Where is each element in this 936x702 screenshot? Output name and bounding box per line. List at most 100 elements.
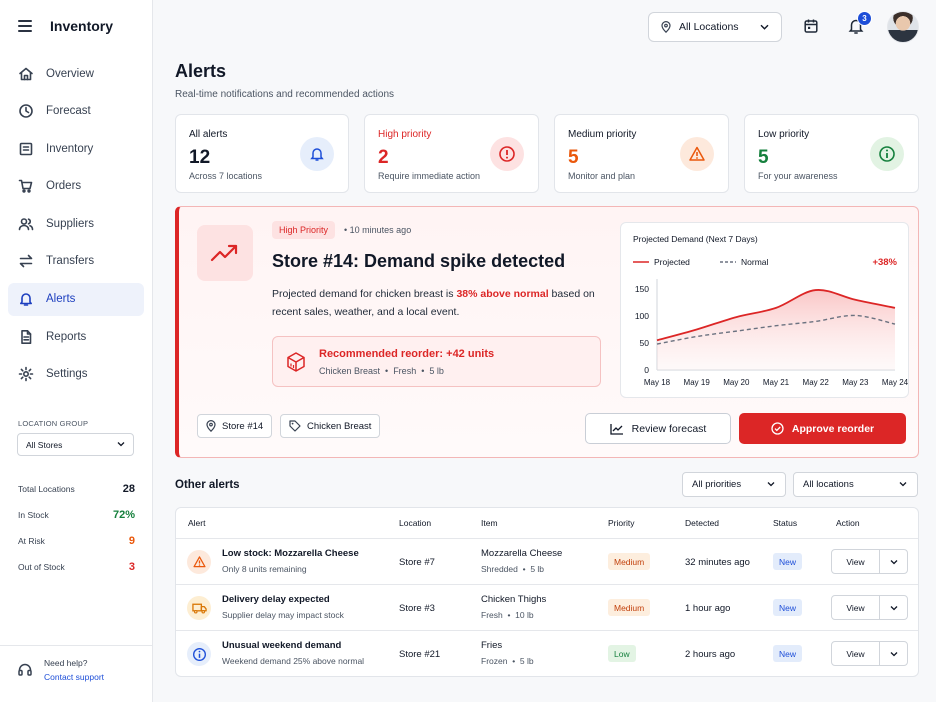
review-forecast-button[interactable]: Review forecast [585,413,731,444]
chevron-down-icon [117,442,125,447]
avatar[interactable] [887,11,919,43]
view-button[interactable]: View [832,550,880,573]
series-area-projected [657,289,895,370]
trending-up-icon [197,225,253,281]
demand-chart-svg: Projected Demand (Next 7 Days) Projected N… [633,234,909,387]
status-badge: New [773,553,803,570]
table-header: Alert Location Item Priority Detected St… [176,508,918,539]
reorder-size: 5 lb [429,366,444,376]
help-title: Need help? [44,658,88,668]
location-stats: Total Locations 28 In Stock 72% At Risk … [18,476,135,580]
column-header: Status [773,518,798,528]
x-tick-label: May 19 [684,378,711,387]
line-chart-icon [609,423,623,435]
card-count: 5 [758,147,769,168]
reorder-product: Chicken Breast [319,366,381,376]
sidebar-item-transfers[interactable]: Transfers [8,245,144,278]
more-actions-button[interactable] [880,596,908,619]
more-actions-button[interactable] [880,550,908,573]
hamburger-menu-icon[interactable] [18,20,32,32]
sidebar-item-overview[interactable]: Overview [8,57,144,90]
filter-value: All priorities [692,479,742,490]
sidebar-item-suppliers[interactable]: Suppliers [8,207,144,240]
card-label: High priority [378,129,432,140]
contact-support-link[interactable]: Contact support [44,672,105,682]
item-name: Mozzarella Cheese [481,548,563,559]
location-group-select[interactable]: All Stores [17,433,134,456]
table-row[interactable]: Delivery delay expected Supplier delay m… [176,585,918,631]
chevron-down-icon [890,651,898,656]
alert-location: Store #3 [399,603,435,614]
tag-store[interactable]: Store #14 [197,414,273,438]
location-select[interactable]: All Locations [648,12,782,42]
clock-icon [18,103,34,119]
sidebar-item-reports[interactable]: Reports [8,320,144,353]
more-actions-button[interactable] [880,642,908,665]
sidebar-item-label: Orders [46,180,82,193]
home-icon [18,66,34,82]
sidebar-item-orders[interactable]: Orders [8,170,144,203]
calendar-icon[interactable] [803,18,819,34]
view-button[interactable]: View [832,642,880,665]
sidebar-item-label: Forecast [46,105,91,118]
column-header: Priority [608,518,635,528]
summary-card-medium[interactable]: Medium priority 5 Monitor and plan [554,114,729,193]
priority-filter[interactable]: All priorities [682,472,786,497]
detected-time: 32 minutes ago [685,557,750,568]
table-row[interactable]: Low stock: Mozzarella Cheese Only 8 unit… [176,539,918,585]
sidebar-item-settings[interactable]: Settings [8,358,144,391]
approve-reorder-button[interactable]: Approve reorder [739,413,906,444]
legend-label-normal: Normal [741,257,769,267]
summary-card-high[interactable]: High priority 2 Require immediate action [364,114,539,193]
column-header: Detected [685,518,720,528]
desc-text: based on recent sales, weather, and a lo… [272,288,595,318]
alert-title: Delivery delay expected [222,594,330,605]
item-type: Shredded [481,564,518,574]
brand: Inventory [18,18,113,34]
card-sub: Across 7 locations [189,171,263,181]
map-pin-icon [206,420,216,432]
table-row[interactable]: Unusual weekend demand Weekend demand 25… [176,631,918,676]
demand-chart: Projected Demand (Next 7 Days) Projected N… [620,222,909,398]
card-count: 12 [189,147,211,168]
other-alerts-table: Alert Location Item Priority Detected St… [175,507,919,677]
sidebar-item-alerts[interactable]: Alerts [8,282,144,316]
chevron-down-icon [899,482,907,487]
info-icon [187,642,211,666]
tag-product[interactable]: Chicken Breast [280,414,381,438]
reorder-details: Chicken Breast • Fresh • 5 lb [319,366,444,376]
status-badge: New [773,599,803,616]
item-size: 10 lb [515,610,534,620]
headset-icon [18,663,32,676]
sidebar-item-label: Overview [46,67,94,80]
priority-badge: Medium [608,599,651,616]
alert-location: Store #21 [399,649,441,660]
check-circle-icon [771,422,784,435]
sidebar-item-label: Transfers [46,255,95,268]
package-icon [287,352,305,372]
y-tick-label: 100 [635,311,649,321]
item-name: Chicken Thighs [481,594,547,605]
view-button[interactable]: View [832,596,880,619]
sidebar-item-label: Suppliers [46,217,94,230]
alert-sub: Weekend demand 25% above normal [222,656,365,666]
item-size: 5 lb [530,564,545,574]
sidebar-item-label: Settings [46,368,88,381]
summary-card-low[interactable]: Low priority 5 For your awareness [744,114,919,193]
sidebar-item-forecast[interactable]: Forecast [8,95,144,128]
item-type: Frozen [481,656,508,666]
sidebar-item-inventory[interactable]: Inventory [8,132,144,165]
chevron-down-icon [890,559,898,564]
priority-badge: Low [608,645,636,662]
summary-card-all[interactable]: All alerts 12 Across 7 locations [175,114,349,193]
tag-label: Chicken Breast [307,420,372,432]
sidebar-item-label: Reports [46,330,87,343]
other-alerts-title: Other alerts [175,479,240,491]
info-icon [870,137,904,171]
column-header: Alert [188,518,206,528]
x-tick-label: May 20 [723,378,750,387]
chevron-down-icon [767,482,775,487]
chevron-down-icon [760,24,769,30]
location-filter[interactable]: All locations [793,472,918,497]
alert-time-value: 10 minutes ago [349,225,412,235]
